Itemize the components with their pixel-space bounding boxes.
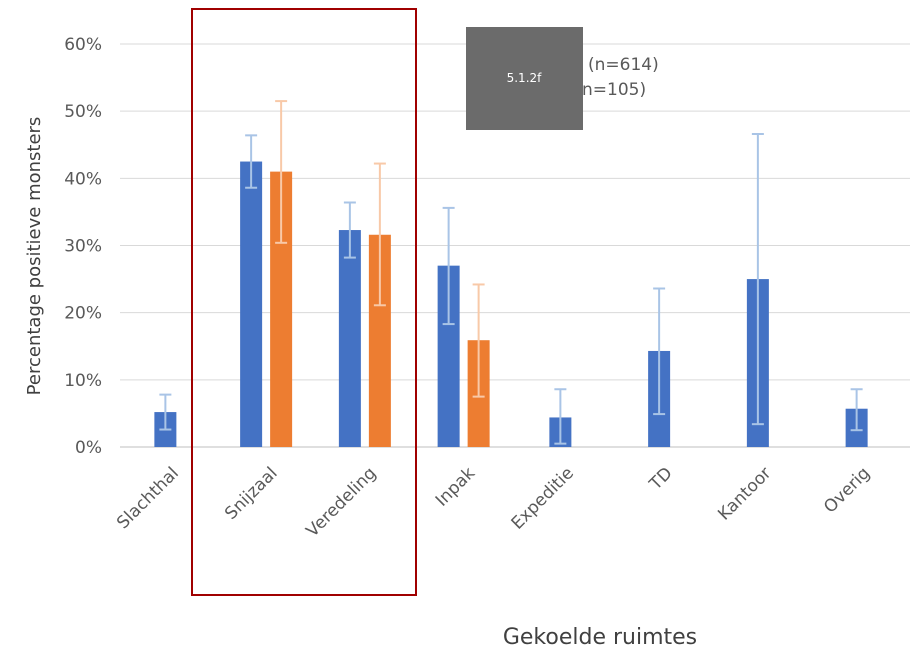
bars <box>154 161 868 447</box>
bar-veredeling-series-2 <box>368 234 391 447</box>
y-axis-ticks: 0% 10% 20% 30% 40% 50% 60% <box>64 35 102 458</box>
y-tick-label: 20% <box>64 304 102 324</box>
error-bars <box>159 100 863 445</box>
y-tick-label: 40% <box>64 169 102 189</box>
y-tick-label: 30% <box>64 237 102 257</box>
x-tick-label: Slachthal <box>113 463 183 533</box>
legend-entry-1: (n=614) <box>588 55 659 75</box>
bar-snijzaal-series-1 <box>240 161 263 447</box>
y-tick-label: 0% <box>75 438 102 458</box>
x-tick-label: Expeditie <box>508 463 578 533</box>
legend-entry-2: n=105) <box>582 80 646 100</box>
overlay-box <box>466 27 583 130</box>
y-tick-label: 60% <box>64 35 102 55</box>
y-tick-label: 10% <box>64 371 102 391</box>
bar-snijzaal-series-2 <box>270 171 293 447</box>
y-tick-label: 50% <box>64 102 102 122</box>
highlight-box <box>191 8 417 596</box>
overlay-label: 5.1.2f <box>507 71 543 85</box>
x-tick-label: Kantoor <box>714 463 775 524</box>
x-tick-label: Inpak <box>432 463 479 510</box>
x-tick-label: Snijzaal <box>221 463 281 523</box>
x-tick-label: Overig <box>820 463 874 517</box>
x-tick-label: Veredeling <box>303 463 381 541</box>
y-axis-title: Percentage positieve monsters <box>24 117 45 396</box>
x-axis-categories: Slachthal Snijzaal Veredeling Inpak Expediti… <box>113 463 874 541</box>
x-tick-label: TD <box>645 463 676 494</box>
bar-inpak-series-1 <box>437 265 460 447</box>
bar-veredeling-series-1 <box>338 230 361 447</box>
x-axis-title: Gekoelde ruimtes <box>503 625 697 650</box>
